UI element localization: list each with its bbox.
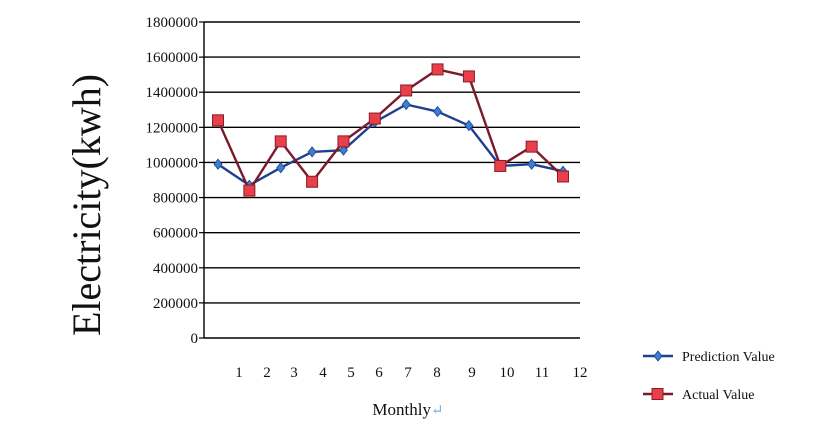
return-mark-icon: ↵ <box>431 403 444 419</box>
actual-point <box>557 170 569 183</box>
prediction-point <box>276 162 286 174</box>
actual-point <box>400 84 413 97</box>
y-tick-label: 1200000 <box>146 120 199 136</box>
legend-item: Prediction Value <box>643 350 775 365</box>
series-line <box>216 68 564 192</box>
x-tick-label: 2 <box>263 365 271 381</box>
x-tick-label: 9 <box>468 365 476 381</box>
legend-diamond-marker <box>653 350 663 362</box>
x-tick-label: 12 <box>573 365 588 381</box>
y-tick-label: 0 <box>191 331 199 347</box>
actual-point <box>274 135 287 148</box>
actual-point <box>494 159 507 172</box>
prediction-point <box>401 98 411 111</box>
x-tick-label: 5 <box>347 365 355 381</box>
actual-point <box>368 112 381 125</box>
series-prediction <box>213 98 568 191</box>
x-axis-label: Monthly↵ <box>372 400 443 419</box>
actual-point <box>431 63 444 76</box>
x-tick-label: 6 <box>375 365 383 381</box>
series <box>212 63 569 197</box>
prediction-point <box>307 146 317 158</box>
x-tick-label: 4 <box>319 365 327 381</box>
y-tick-labels: 0 200000 400000 600000 800000 1000000 1200000 1… <box>146 15 199 347</box>
prediction-point <box>338 144 348 156</box>
y-axis-label: Electricity(kwh) <box>64 74 109 336</box>
x-tick-label: 11 <box>535 365 549 381</box>
legend-square-marker <box>651 388 664 400</box>
legend: Prediction Value Actual Value <box>643 350 775 403</box>
actual-point <box>306 175 319 188</box>
prediction-point <box>527 158 537 170</box>
actual-point <box>243 184 256 197</box>
actual-point <box>337 135 350 148</box>
prediction-point <box>433 105 443 118</box>
x-axis-label-text: Monthly <box>372 400 431 419</box>
actual-point <box>212 114 224 127</box>
y-tick-label: 200000 <box>153 296 198 312</box>
y-tick-label: 1600000 <box>146 50 199 66</box>
series-line <box>217 103 564 187</box>
y-tick-label: 800000 <box>153 191 198 207</box>
actual-point <box>525 140 538 153</box>
legend-label: Prediction Value <box>682 350 775 365</box>
legend-item: Actual Value <box>643 388 754 403</box>
y-tick-label: 600000 <box>153 226 198 242</box>
y-tick-label: 1800000 <box>146 15 199 31</box>
x-tick-label: 7 <box>404 365 412 381</box>
legend-label: Actual Value <box>682 388 754 403</box>
x-tick-label: 3 <box>290 365 298 381</box>
prediction-point <box>213 158 223 170</box>
y-tick-label: 1000000 <box>146 155 199 171</box>
x-tick-label: 8 <box>433 365 441 381</box>
prediction-point <box>464 119 474 132</box>
y-tick-label: 400000 <box>153 261 198 277</box>
actual-point <box>462 70 475 83</box>
x-tick-labels: 1 2 3 4 5 6 7 8 9 10 11 12 <box>235 365 587 381</box>
series-actual <box>212 63 569 197</box>
x-tick-label: 1 <box>235 365 243 381</box>
x-tick-label: 10 <box>500 365 515 381</box>
y-tick-label: 1400000 <box>146 85 199 101</box>
